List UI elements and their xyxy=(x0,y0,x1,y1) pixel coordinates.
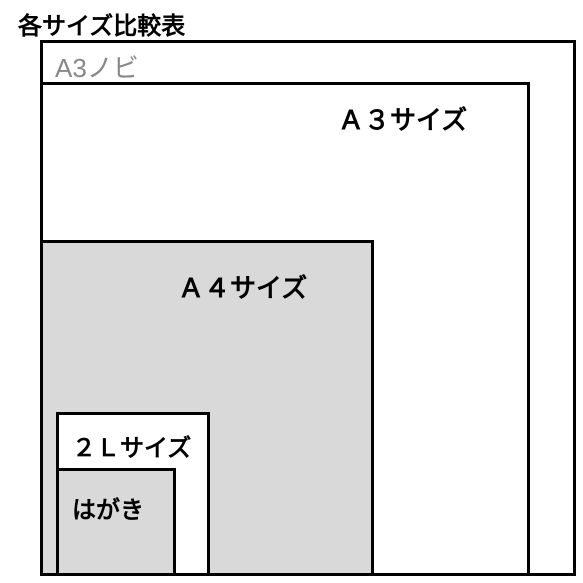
label-a4: Ａ４サイズ xyxy=(178,268,307,305)
label-2l: ２Ｌサイズ xyxy=(72,428,191,463)
label-a3-nobi: A3ノビ xyxy=(55,48,139,85)
label-a3: Ａ３サイズ xyxy=(338,100,467,137)
chart-title: 各サイズ比較表 xyxy=(18,6,185,41)
label-hagaki: はがき xyxy=(72,490,144,525)
